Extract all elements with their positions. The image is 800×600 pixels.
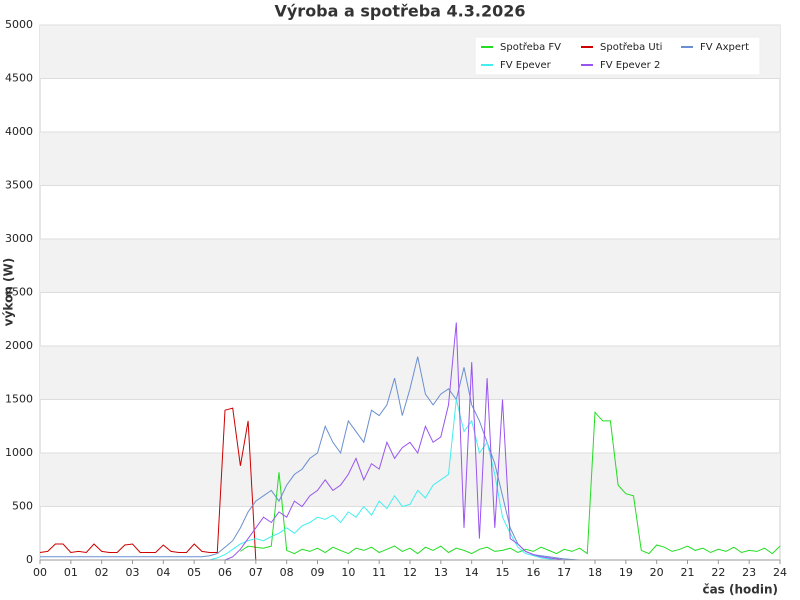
y-tick-label: 3500	[5, 179, 33, 192]
x-tick-label: 07	[249, 566, 263, 579]
y-tick-label: 5000	[5, 18, 33, 31]
x-tick-label: 12	[403, 566, 417, 579]
x-tick-label: 13	[434, 566, 448, 579]
x-tick-label: 01	[64, 566, 78, 579]
y-tick-label: 2500	[5, 286, 33, 299]
series-line	[39, 407, 257, 561]
x-tick-label: 02	[95, 566, 109, 579]
legend-label: Spotřeba FV	[500, 41, 561, 53]
x-tick-label: 20	[650, 566, 664, 579]
y-tick-label: 1500	[5, 393, 33, 406]
legend: Spotřeba FV Spotřeba Uti FV Axpert FV Epeve…	[474, 36, 761, 76]
series-line	[40, 356, 580, 561]
x-tick-label: 09	[311, 566, 325, 579]
x-tick-label: 11	[372, 566, 386, 579]
x-tick-label: 05	[187, 566, 201, 579]
x-tick-label: 08	[280, 566, 294, 579]
x-axis-label: čas (hodin)	[702, 583, 778, 597]
y-tick-label: 0	[26, 553, 33, 566]
x-tick-label: 00	[33, 566, 47, 579]
series-line	[209, 399, 557, 561]
x-tick-label: 03	[126, 566, 140, 579]
grid-band	[40, 346, 780, 400]
x-tick-label: 17	[557, 566, 571, 579]
x-tick-label: 24	[773, 566, 787, 579]
legend-box	[474, 36, 761, 76]
x-tick-label: 15	[496, 566, 510, 579]
y-tick-label: 4000	[5, 125, 33, 138]
y-tick-label: 3000	[5, 232, 33, 245]
x-tick-label: 23	[742, 566, 756, 579]
legend-label: Spotřeba Uti	[600, 41, 662, 53]
x-tick-label: 19	[619, 566, 633, 579]
y-axis-label: výkon (W)	[2, 258, 16, 326]
x-tick-label: 22	[711, 566, 725, 579]
x-tick-label: 10	[341, 566, 355, 579]
y-tick-label: 4500	[5, 72, 33, 85]
legend-label: FV Axpert	[700, 42, 749, 53]
legend-label: FV Epever	[500, 60, 552, 71]
y-tick-label: 2000	[5, 339, 33, 352]
x-tick-label: 18	[588, 566, 602, 579]
y-tick-label: 1000	[5, 446, 33, 459]
x-tick-label: 21	[681, 566, 695, 579]
series-line	[240, 411, 781, 555]
x-tick-label: 06	[218, 566, 232, 579]
legend-label: FV Epever 2	[600, 60, 660, 71]
grid-band	[40, 453, 780, 507]
series-line	[224, 322, 565, 561]
y-tick-label: 500	[12, 500, 33, 513]
x-tick-label: 14	[465, 566, 479, 579]
grid-band	[40, 132, 780, 186]
chart-title: Výroba a spotřeba 4.3.2026	[274, 2, 525, 21]
x-tick-label: 16	[526, 566, 540, 579]
x-tick-label: 04	[156, 566, 170, 579]
grid-band	[40, 239, 780, 293]
